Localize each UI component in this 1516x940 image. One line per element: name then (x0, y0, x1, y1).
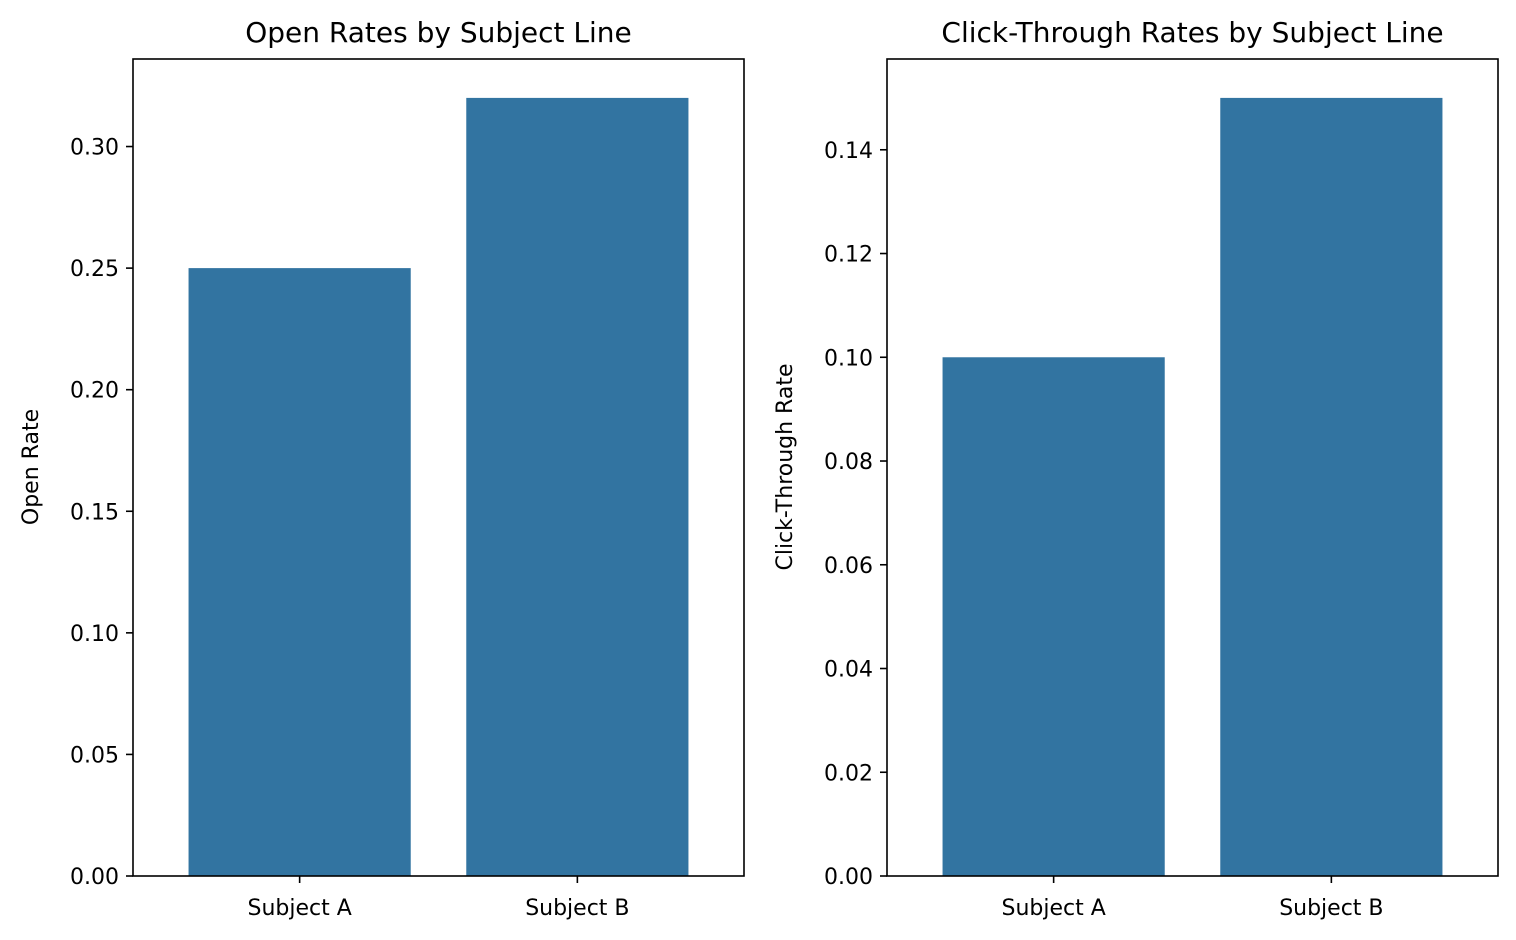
click-through-rate-y-tick-label: 0.02 (824, 761, 873, 786)
open-rate-bar-subject-a (188, 268, 411, 876)
open-rate-chart-title: Open Rates by Subject Line (245, 16, 632, 49)
click-through-rate-x-tick-label: Subject A (1001, 896, 1105, 921)
click-through-rate-y-tick-label: 0.04 (824, 658, 873, 683)
click-through-rate-y-tick-label: 0.12 (824, 243, 873, 268)
click-through-rate-y-tick-label: 0.06 (824, 554, 873, 579)
open-rate-x-tick-label: Subject B (525, 896, 629, 921)
click-through-rate-x-tick-label: Subject B (1279, 896, 1383, 921)
open-rate-y-tick-label: 0.00 (70, 865, 119, 890)
click-through-rate-ticks: Subject A Subject B 0.00 0.02 0.04 0.06 0.08 0.… (824, 139, 1384, 921)
click-through-rate-bar-subject-b (1220, 97, 1443, 876)
open-rate-bar-subject-b (466, 97, 689, 876)
click-through-rate-bars (942, 97, 1443, 876)
open-rate-y-axis-label: Open Rate (19, 409, 44, 525)
open-rate-chart: Open Rates by Subject Line Open Rate Sub… (19, 16, 745, 921)
open-rate-ticks: Subject A Subject B 0.00 0.05 0.10 0.15 0.20 0.… (70, 136, 630, 921)
open-rate-bars (188, 97, 689, 876)
open-rate-y-tick-label: 0.10 (70, 622, 119, 647)
open-rate-y-tick-label: 0.05 (70, 743, 119, 768)
open-rate-x-tick-label: Subject A (247, 896, 351, 921)
click-through-rate-y-tick-label: 0.14 (824, 139, 873, 164)
open-rate-y-tick-label: 0.25 (70, 257, 119, 282)
open-rate-y-tick-label: 0.15 (70, 500, 119, 525)
open-rate-y-tick-label: 0.30 (70, 136, 119, 161)
click-through-rate-plot-frame (886, 58, 1499, 877)
click-through-rate-chart: Click-Through Rates by Subject Line Clic… (773, 16, 1499, 921)
click-through-rate-y-tick-label: 0.10 (824, 346, 873, 371)
click-through-rate-bar-subject-a (942, 357, 1165, 876)
click-through-rate-y-tick-label: 0.08 (824, 450, 873, 475)
click-through-rate-y-axis-label: Click-Through Rate (773, 363, 798, 570)
click-through-rate-y-tick-label: 0.00 (824, 865, 873, 890)
open-rate-y-tick-label: 0.20 (70, 379, 119, 404)
open-rate-plot-frame (132, 58, 745, 877)
click-through-rate-chart-title: Click-Through Rates by Subject Line (941, 16, 1443, 49)
